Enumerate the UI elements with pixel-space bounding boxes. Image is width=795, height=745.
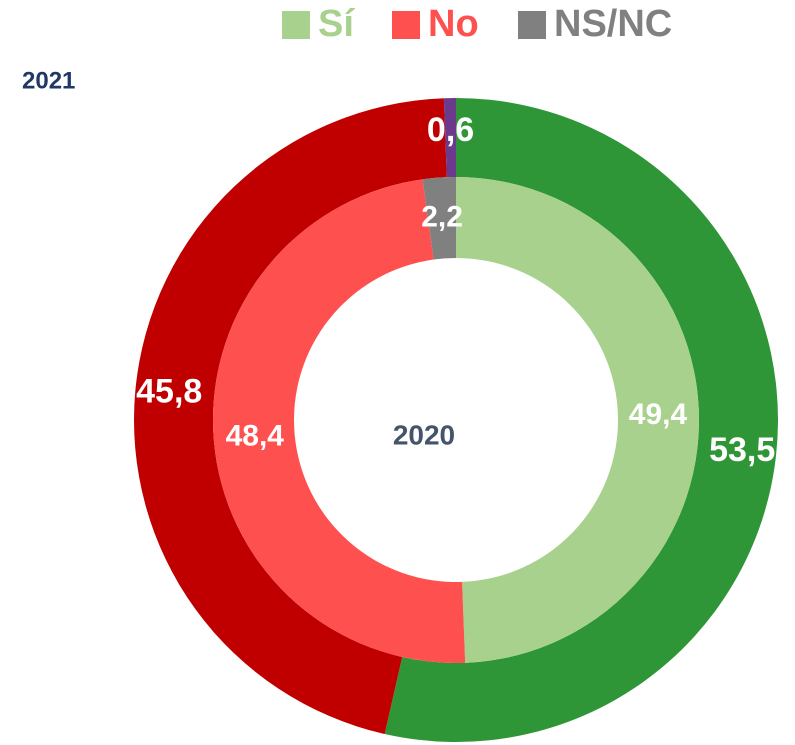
donut-segment — [384, 98, 779, 742]
legend-label: Sí — [318, 3, 355, 45]
legend-label: No — [428, 3, 479, 45]
series-label: 2021 — [22, 67, 75, 94]
legend-swatch — [518, 11, 546, 39]
data-label: 48,4 — [226, 420, 285, 453]
donut-segment — [133, 98, 447, 735]
data-label: 49,4 — [629, 398, 688, 431]
donut-segment — [213, 179, 466, 663]
legend-swatch — [282, 11, 310, 39]
data-label: 53,5 — [709, 431, 775, 469]
data-label: 0,6 — [427, 111, 474, 149]
series-label: 2020 — [393, 419, 455, 450]
legend-swatch — [392, 11, 420, 39]
data-label: 45,8 — [136, 372, 202, 410]
donut-segment — [456, 177, 700, 663]
donut-segment — [443, 98, 456, 178]
data-label: 2,2 — [421, 200, 463, 233]
legend-label: NS/NC — [554, 3, 672, 45]
donut-segment — [422, 177, 456, 260]
